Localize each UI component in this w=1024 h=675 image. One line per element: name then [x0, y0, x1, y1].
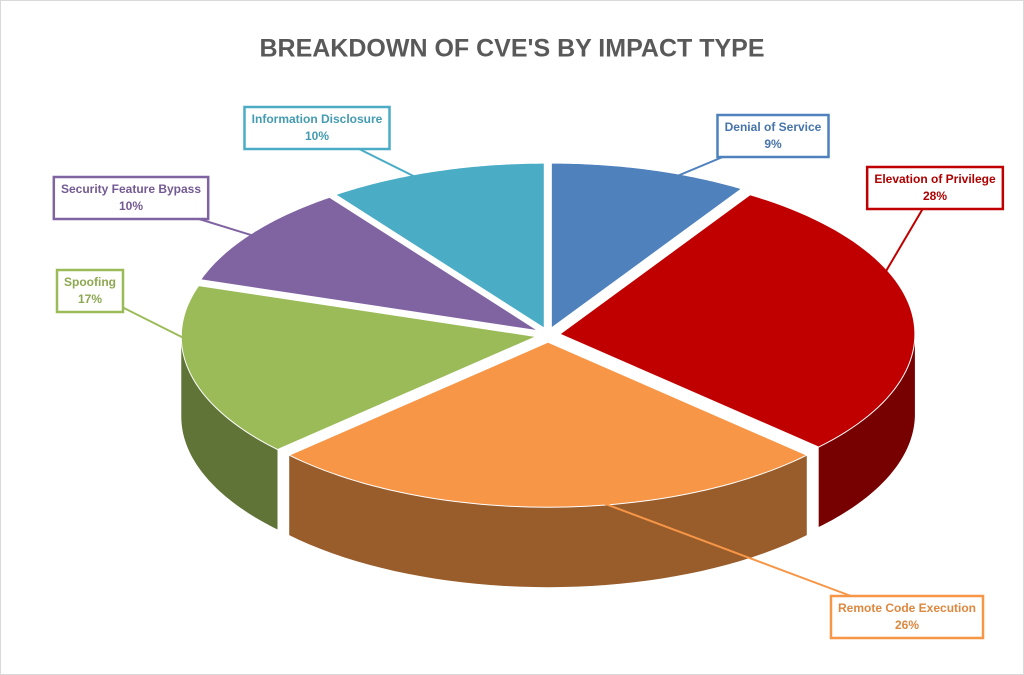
label-box: [243, 105, 391, 151]
data-label: Denial of Service 9%: [716, 113, 830, 159]
slice: [550, 162, 743, 330]
label-box: [55, 268, 125, 314]
slice-side: [818, 334, 915, 528]
label-box: [829, 594, 985, 640]
label-category: Remote Code Execution: [838, 601, 976, 615]
label-value: 10%: [305, 129, 329, 143]
label-value: 17%: [78, 292, 102, 306]
data-label: Remote Code Execution 26%: [829, 594, 985, 640]
leader-line: [858, 208, 924, 318]
slice: [180, 285, 539, 451]
slice: [199, 196, 539, 332]
chart-title: BREAKDOWN OF CVE'S BY IMPACT TYPE: [259, 35, 764, 63]
leader-line: [122, 306, 243, 369]
label-value: 9%: [764, 137, 782, 151]
slice: [334, 162, 545, 330]
leader-line: [198, 218, 295, 250]
label-box: [865, 165, 1005, 211]
label-category: Denial of Service: [725, 120, 822, 134]
data-label: Elevation of Privilege 28%: [865, 165, 1005, 211]
slice: [288, 341, 808, 508]
label-box: [716, 113, 830, 159]
data-label: Information Disclosure 10%: [243, 105, 391, 151]
label-category: Information Disclosure: [252, 112, 383, 126]
data-label: Security Feature Bypass 10%: [52, 175, 210, 221]
label-value: 10%: [119, 199, 143, 213]
label-value: 28%: [923, 189, 947, 203]
leader-line: [635, 156, 724, 195]
slice-side: [289, 455, 807, 588]
slice: [558, 194, 916, 448]
label-category: Elevation of Privilege: [874, 172, 996, 186]
leader-line: [547, 481, 852, 597]
data-label: Spoofing 17%: [55, 268, 125, 314]
label-category: Security Feature Bypass: [61, 182, 201, 196]
label-value: 26%: [895, 618, 919, 632]
label-box: [52, 175, 210, 221]
label-category: Spoofing: [64, 275, 116, 289]
leader-line: [358, 148, 452, 196]
slice-side: [181, 336, 278, 530]
